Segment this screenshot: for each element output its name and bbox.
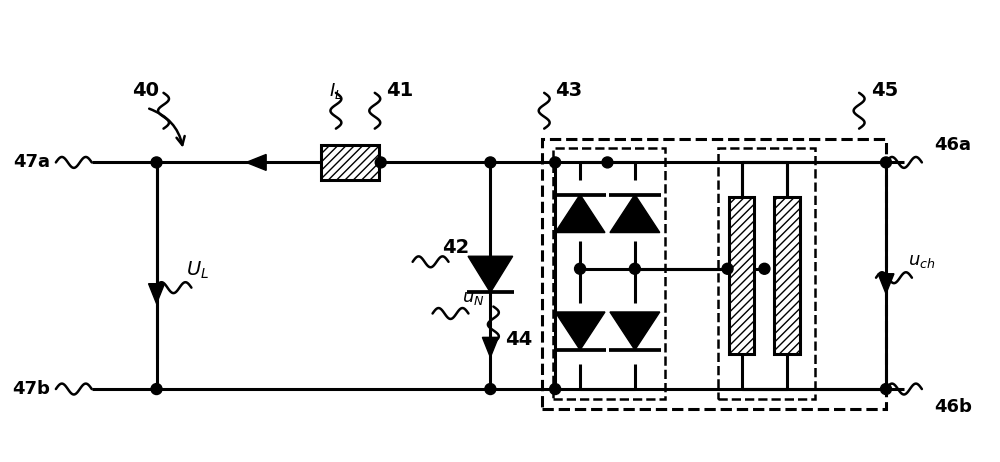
Bar bbox=[321, 145, 379, 180]
Polygon shape bbox=[482, 337, 498, 357]
Text: $u_N$: $u_N$ bbox=[462, 289, 485, 307]
Bar bbox=[718, 148, 815, 399]
Circle shape bbox=[602, 157, 613, 168]
Polygon shape bbox=[878, 274, 894, 294]
Polygon shape bbox=[246, 154, 266, 170]
Bar bbox=[729, 197, 754, 354]
Circle shape bbox=[759, 263, 770, 274]
Text: 46a: 46a bbox=[934, 135, 971, 153]
Circle shape bbox=[550, 383, 561, 395]
Text: 41: 41 bbox=[386, 81, 413, 100]
Bar bbox=[774, 197, 800, 354]
Polygon shape bbox=[610, 312, 660, 350]
Text: 47a: 47a bbox=[13, 153, 50, 171]
Circle shape bbox=[575, 263, 586, 274]
Circle shape bbox=[550, 157, 561, 168]
Circle shape bbox=[881, 383, 891, 395]
Circle shape bbox=[722, 263, 733, 274]
Circle shape bbox=[485, 383, 496, 395]
Polygon shape bbox=[555, 312, 605, 350]
Text: 45: 45 bbox=[871, 81, 898, 100]
Text: 46b: 46b bbox=[934, 398, 972, 416]
Text: 44: 44 bbox=[505, 330, 533, 349]
Text: $I_L$: $I_L$ bbox=[329, 81, 343, 101]
Circle shape bbox=[151, 383, 162, 395]
Polygon shape bbox=[468, 256, 513, 292]
Text: 42: 42 bbox=[443, 238, 470, 257]
Text: 43: 43 bbox=[555, 81, 582, 100]
Bar bbox=[553, 148, 665, 399]
Circle shape bbox=[881, 157, 891, 168]
Bar bbox=[542, 139, 886, 409]
Polygon shape bbox=[610, 195, 660, 232]
Text: $u_{ch}$: $u_{ch}$ bbox=[908, 252, 935, 270]
Circle shape bbox=[151, 157, 162, 168]
Text: 47b: 47b bbox=[12, 380, 50, 398]
Text: $U_L$: $U_L$ bbox=[186, 260, 209, 281]
Text: 40: 40 bbox=[132, 81, 159, 100]
Circle shape bbox=[375, 157, 386, 168]
Polygon shape bbox=[149, 284, 165, 304]
Circle shape bbox=[629, 263, 640, 274]
Polygon shape bbox=[555, 195, 605, 232]
Circle shape bbox=[485, 157, 496, 168]
